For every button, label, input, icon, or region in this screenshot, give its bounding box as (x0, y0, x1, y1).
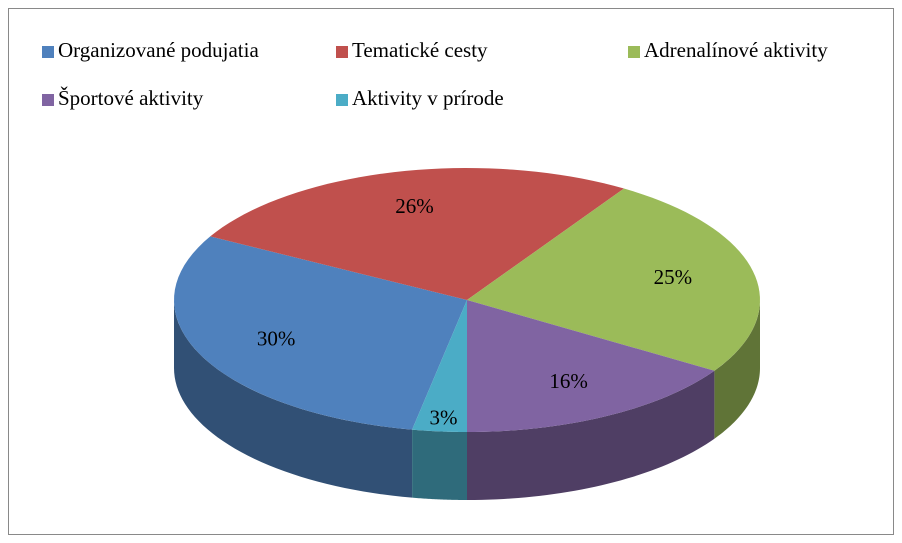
data-label: 25% (654, 265, 693, 289)
legend-swatch (628, 46, 640, 58)
legend-label: Tematické cesty (352, 38, 488, 62)
slice (412, 300, 467, 432)
legend-swatch (336, 94, 348, 106)
legend-label: Adrenalínové aktivity (644, 38, 828, 62)
slice (467, 300, 715, 432)
data-label: 3% (430, 406, 458, 430)
legend-label: Aktivity v prírode (352, 86, 504, 110)
slice-side (174, 300, 413, 498)
data-label: 26% (395, 194, 434, 218)
slice (174, 236, 468, 430)
legend-label: Športové aktivity (58, 86, 204, 110)
legend-swatch (42, 94, 54, 106)
slice-side (412, 429, 467, 500)
data-label: 16% (549, 369, 588, 393)
legend-swatch (336, 46, 348, 58)
slice (210, 168, 624, 300)
legend-label: Organizované podujatia (58, 38, 259, 62)
data-label: 30% (257, 326, 296, 350)
slice-side (714, 300, 760, 439)
legend-swatch (42, 46, 54, 58)
slice-side (467, 370, 715, 500)
slice (467, 188, 760, 371)
